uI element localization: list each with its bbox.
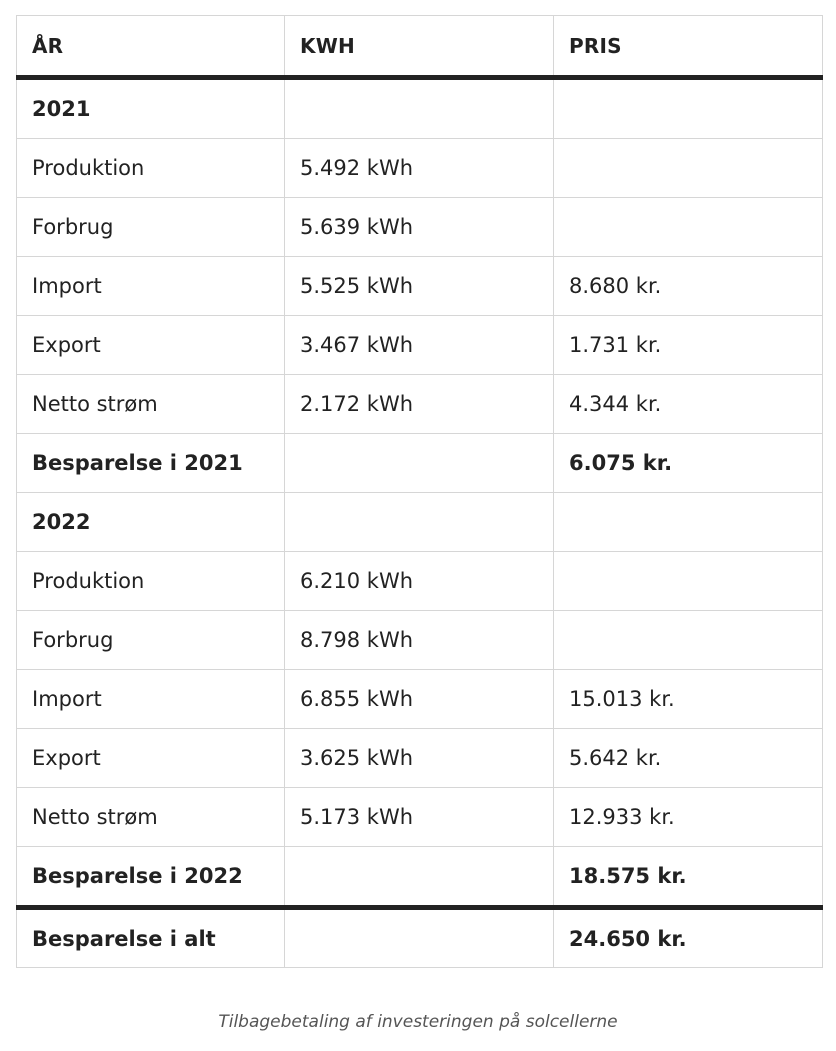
cell-kwh: 5.173 kWh: [284, 787, 554, 847]
cell-label: Forbrug: [16, 197, 285, 257]
cell-price: 4.344 kr.: [553, 374, 823, 434]
cell-kwh: 3.625 kWh: [284, 728, 554, 788]
cell-price: [553, 551, 823, 611]
cell-label: Netto strøm: [16, 374, 285, 434]
cell-kwh: [284, 846, 554, 908]
cell-price: [553, 610, 823, 670]
cell-kwh: 8.798 kWh: [284, 610, 554, 670]
total-price: 24.650 kr.: [553, 905, 823, 968]
cell-kwh: [284, 433, 554, 493]
cell-price: [553, 77, 823, 139]
header-year: ÅR: [16, 15, 285, 80]
cell-price: 5.642 kr.: [553, 728, 823, 788]
cell-kwh: [284, 77, 554, 139]
cell-price: 15.013 kr.: [553, 669, 823, 729]
cell-label: Import: [16, 256, 285, 316]
total-kwh: [284, 905, 554, 968]
cell-kwh: 6.210 kWh: [284, 551, 554, 611]
cell-kwh: 5.525 kWh: [284, 256, 554, 316]
table-caption: Tilbagebetaling af investeringen på solc…: [218, 1012, 618, 1032]
cell-label: Produktion: [16, 138, 285, 198]
table-row: Netto strøm 2.172 kWh 4.344 kr.: [16, 374, 823, 434]
table-row: Forbrug 5.639 kWh: [16, 197, 823, 257]
table-row: Export 3.467 kWh 1.731 kr.: [16, 315, 823, 375]
cell-price: 6.075 kr.: [553, 433, 823, 493]
cell-label: Produktion: [16, 551, 285, 611]
table-row: Export 3.625 kWh 5.642 kr.: [16, 728, 823, 788]
cell-label: Export: [16, 728, 285, 788]
cell-label: 2022: [16, 492, 285, 552]
cell-kwh: [284, 492, 554, 552]
table-body: 2021 Produktion 5.492 kWh Forbrug 5.639 kWh I…: [16, 77, 823, 968]
table-row: Import 5.525 kWh 8.680 kr.: [16, 256, 823, 316]
table-row: Produktion 5.492 kWh: [16, 138, 823, 198]
cell-label: Forbrug: [16, 610, 285, 670]
cell-price: 1.731 kr.: [553, 315, 823, 375]
table-row: Forbrug 8.798 kWh: [16, 610, 823, 670]
table-header-row: ÅR KWH PRIS: [16, 15, 823, 80]
cell-label: 2021: [16, 77, 285, 139]
savings-table: ÅR KWH PRIS 2021 Produktion 5.492 kWh Forbr…: [16, 15, 823, 968]
table-row: 2021: [16, 77, 823, 139]
table-row: Besparelse i 2021 6.075 kr.: [16, 433, 823, 493]
table-row: Produktion 6.210 kWh: [16, 551, 823, 611]
header-kwh: KWH: [284, 15, 554, 80]
cell-price: 18.575 kr.: [553, 846, 823, 908]
cell-label: Netto strøm: [16, 787, 285, 847]
table-total-row: Besparelse i alt 24.650 kr.: [16, 905, 823, 968]
table-row: Netto strøm 5.173 kWh 12.933 kr.: [16, 787, 823, 847]
table-row: Besparelse i 2022 18.575 kr.: [16, 846, 823, 908]
cell-price: [553, 492, 823, 552]
cell-label: Import: [16, 669, 285, 729]
cell-label: Export: [16, 315, 285, 375]
cell-kwh: 5.492 kWh: [284, 138, 554, 198]
table-row: Import 6.855 kWh 15.013 kr.: [16, 669, 823, 729]
cell-kwh: 6.855 kWh: [284, 669, 554, 729]
cell-kwh: 3.467 kWh: [284, 315, 554, 375]
total-label: Besparelse i alt: [16, 905, 285, 968]
cell-label: Besparelse i 2021: [16, 433, 285, 493]
cell-price: 12.933 kr.: [553, 787, 823, 847]
table-row: 2022: [16, 492, 823, 552]
cell-price: [553, 138, 823, 198]
cell-price: 8.680 kr.: [553, 256, 823, 316]
cell-kwh: 5.639 kWh: [284, 197, 554, 257]
header-price: PRIS: [553, 15, 823, 80]
cell-price: [553, 197, 823, 257]
cell-kwh: 2.172 kWh: [284, 374, 554, 434]
cell-label: Besparelse i 2022: [16, 846, 285, 908]
